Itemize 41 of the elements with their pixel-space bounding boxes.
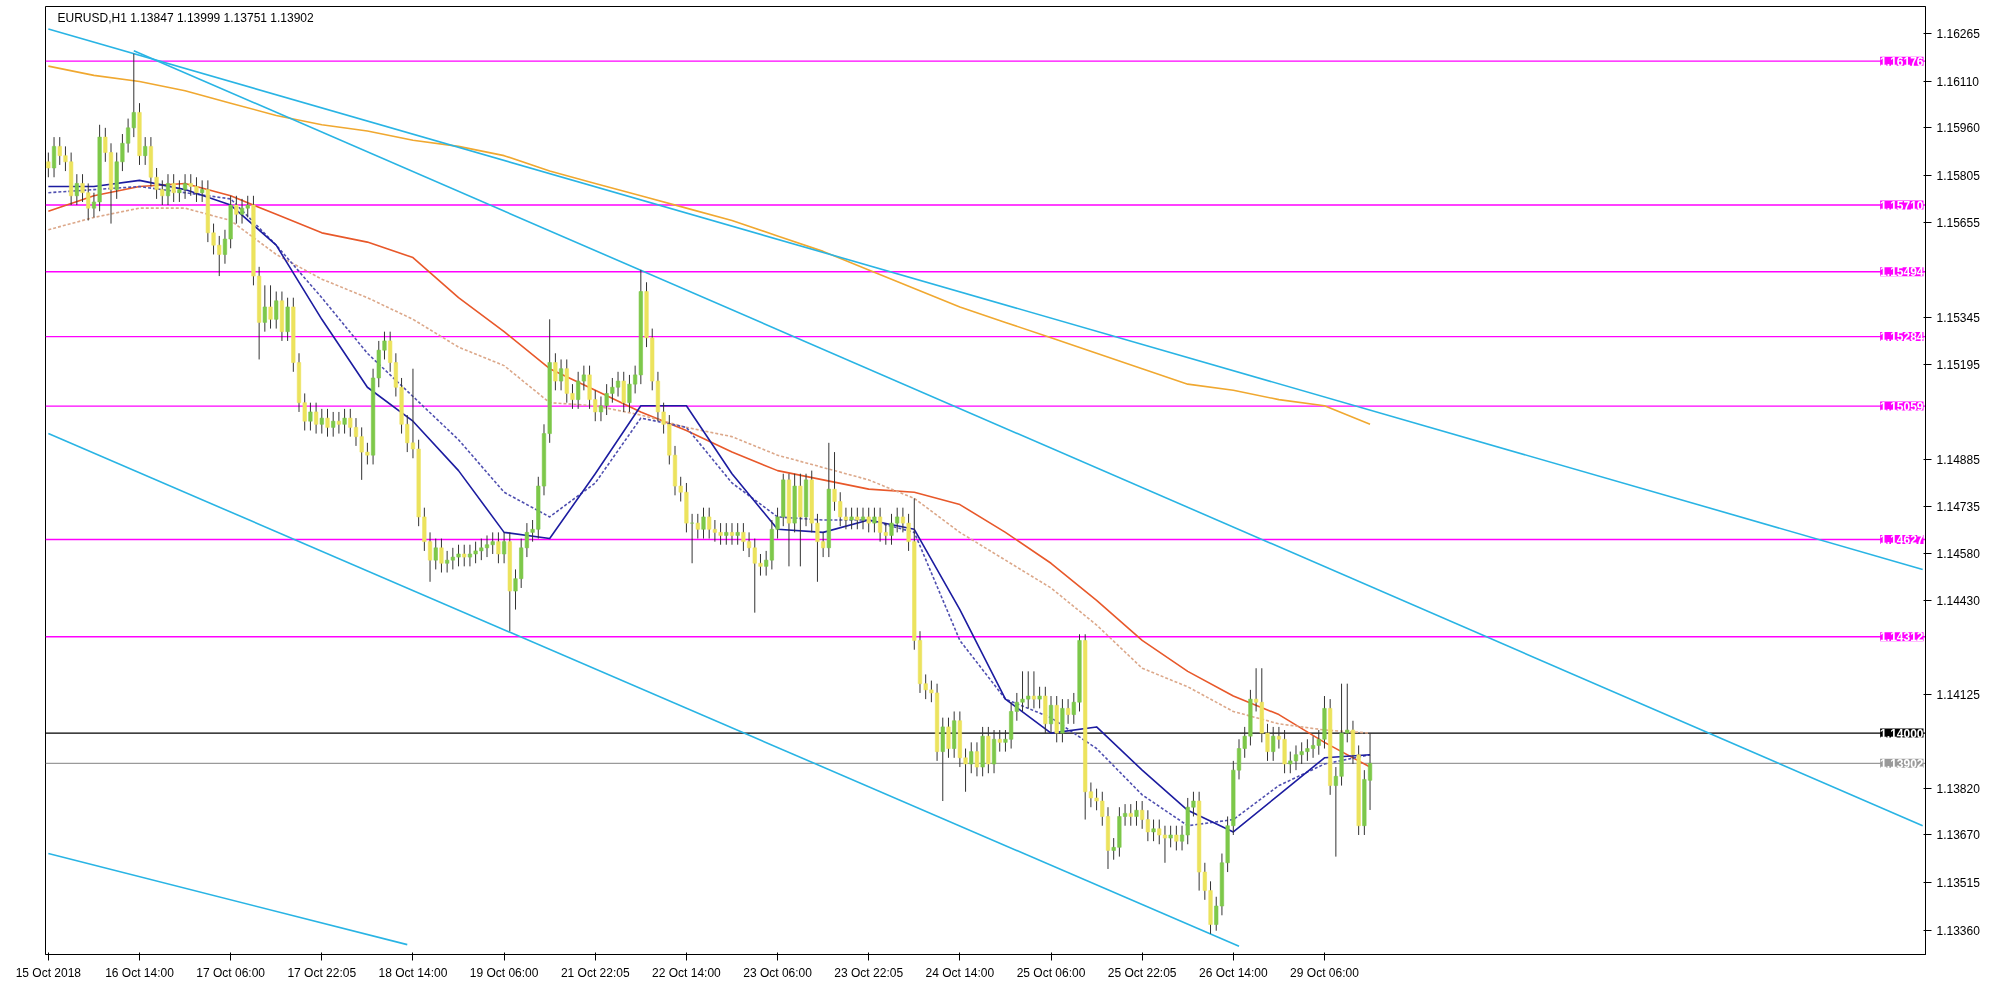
y-tick-label: 1.16265 <box>1936 27 1981 42</box>
x-tick-label: 29 Oct 06:00 <box>1290 965 1360 980</box>
y-tick-label: 1.15195 <box>1936 357 1981 372</box>
ref-line-label: 1.15059 <box>1880 399 1924 414</box>
x-tick-label: 19 Oct 06:00 <box>469 965 539 980</box>
y-tick-label: 1.14125 <box>1936 687 1981 702</box>
x-tick-label: 21 Oct 22:05 <box>560 965 630 980</box>
x-tick-label: 26 Oct 14:00 <box>1198 965 1268 980</box>
x-tick-label: 16 Oct 14:00 <box>105 965 175 980</box>
x-tick-label: 25 Oct 06:00 <box>1016 965 1086 980</box>
y-tick-label: 1.14430 <box>1936 593 1981 608</box>
y-tick-label: 1.14580 <box>1936 547 1981 562</box>
x-tick-label: 17 Oct 06:00 <box>196 965 266 980</box>
y-tick-label: 1.14735 <box>1936 499 1981 514</box>
x-tick-label: 17 Oct 22:05 <box>287 965 357 980</box>
ref-line-label: 1.13902 <box>1880 756 1924 771</box>
y-tick-label: 1.15345 <box>1936 311 1981 326</box>
ref-line-label: 1.15494 <box>1880 265 1924 280</box>
chart-title: EURUSD,H1 1.13847 1.13999 1.13751 1.13902 <box>57 10 315 25</box>
ref-line-label: 1.15284 <box>1880 330 1924 345</box>
y-tick-label: 1.15805 <box>1936 169 1981 184</box>
x-tick-label: 25 Oct 22:05 <box>1107 965 1177 980</box>
x-tick-label: 23 Oct 22:05 <box>834 965 904 980</box>
ref-line-label: 1.14627 <box>1880 532 1924 547</box>
y-tick-label: 1.13820 <box>1936 782 1981 797</box>
x-tick-label: 15 Oct 2018 <box>15 965 82 980</box>
y-tick-label: 1.15655 <box>1936 215 1981 230</box>
ref-line-label: 1.14000 <box>1880 726 1924 741</box>
ref-line-label: 1.16176 <box>1880 54 1924 69</box>
ref-line-label: 1.14312 <box>1880 630 1924 645</box>
x-tick-label: 23 Oct 06:00 <box>743 965 813 980</box>
y-tick-label: 1.13670 <box>1936 828 1981 843</box>
y-tick-label: 1.14885 <box>1936 453 1981 468</box>
ref-line-label: 1.15710 <box>1880 198 1924 213</box>
y-tick-label: 1.15960 <box>1936 121 1981 136</box>
y-tick-label: 1.16110 <box>1936 75 1980 90</box>
x-tick-label: 18 Oct 14:00 <box>378 965 448 980</box>
y-tick-label: 1.13360 <box>1936 924 1981 939</box>
x-tick-label: 24 Oct 14:00 <box>925 965 995 980</box>
x-tick-label: 22 Oct 14:00 <box>652 965 722 980</box>
y-tick-label: 1.13515 <box>1936 876 1981 891</box>
